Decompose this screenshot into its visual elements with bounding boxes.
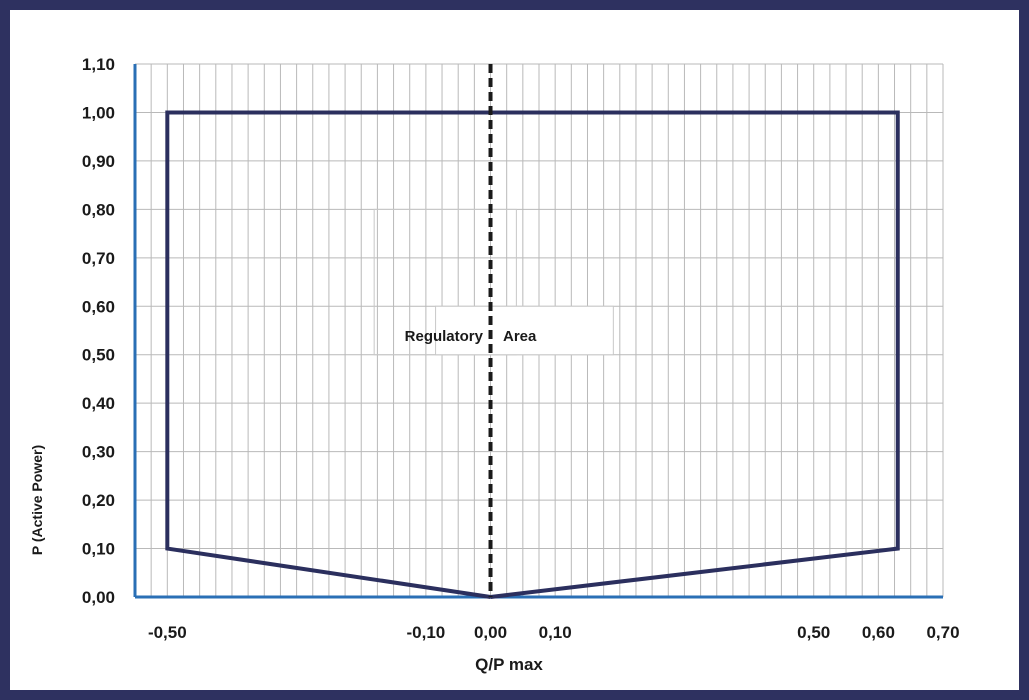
- y-tick-label: 0,90: [82, 152, 115, 171]
- x-axis-title: Q/P max: [475, 655, 543, 674]
- series-line-0: [165, 110, 900, 599]
- x-tick-label: 0,60: [862, 623, 895, 642]
- y-tick-label: 0,40: [82, 394, 115, 413]
- y-tick-label: 0,30: [82, 443, 115, 462]
- annotation-box: [435, 305, 614, 356]
- y-tick-label: 0,10: [82, 540, 115, 559]
- y-tick-label: 0,50: [82, 346, 115, 365]
- y-tick-label: 0,20: [82, 491, 115, 510]
- annotation-regulatory: Regulatory: [405, 328, 484, 345]
- annotation-area: Area: [503, 328, 537, 345]
- x-tick-label: 0,10: [539, 623, 572, 642]
- y-tick-label: 0,80: [82, 200, 115, 219]
- x-tick-label: 0,00: [474, 623, 507, 642]
- x-tick-label: 0,50: [797, 623, 830, 642]
- y-tick-label: 0,00: [82, 588, 115, 607]
- y-tick-label: 1,10: [82, 55, 115, 74]
- y-tick-label: 0,60: [82, 297, 115, 316]
- x-tick-label: -0,50: [148, 623, 187, 642]
- x-tick-label: 0,70: [926, 623, 959, 642]
- x-tick-label: -0,10: [407, 623, 446, 642]
- y-tick-label: 0,70: [82, 249, 115, 268]
- y-tick-label: 1,00: [82, 103, 115, 122]
- y-axis-title: P (Active Power): [29, 445, 45, 555]
